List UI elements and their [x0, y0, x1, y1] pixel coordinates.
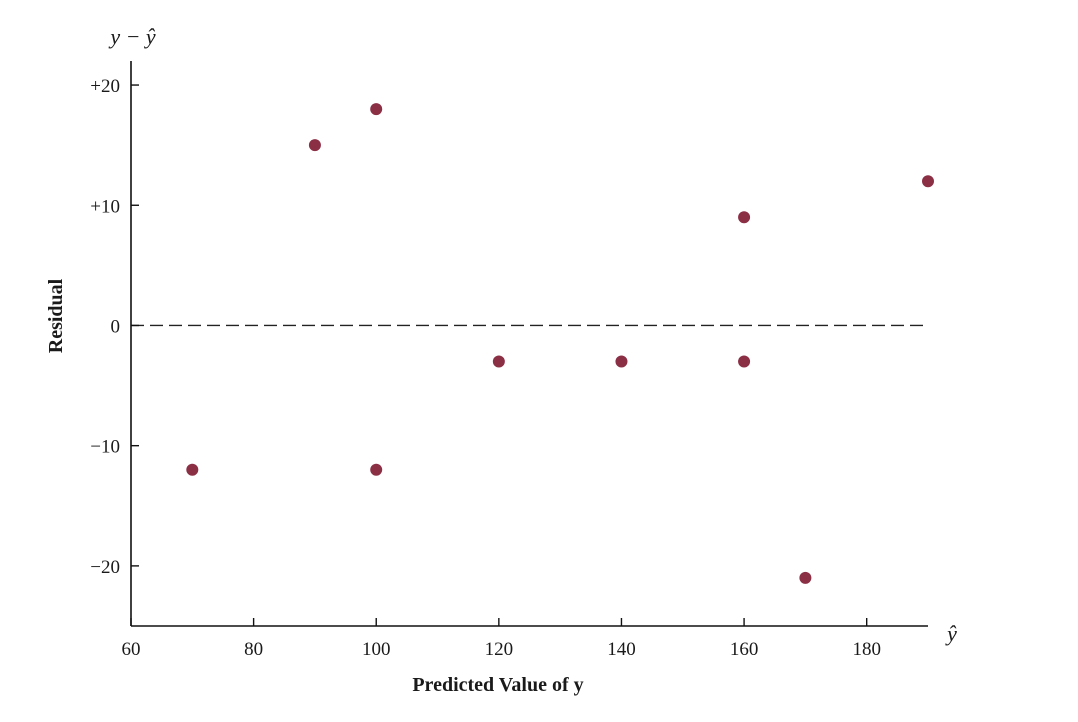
- data-points: [186, 103, 934, 584]
- data-point: [186, 463, 199, 476]
- y-axis-title: Residual: [45, 278, 67, 353]
- axes: [130, 61, 928, 627]
- data-point: [492, 355, 505, 368]
- x-tick-label: 100: [362, 639, 391, 660]
- y-tick-label: 0: [111, 316, 121, 337]
- x-axis-title: Predicted Value of y: [412, 674, 583, 696]
- x-tick-label: 120: [485, 639, 514, 660]
- y-tick-label: +10: [90, 196, 120, 217]
- y-ticks: +20 +10 0 −10 −20: [90, 76, 139, 578]
- y-axis-symbol: y − ŷ: [108, 24, 156, 49]
- data-point: [370, 103, 383, 116]
- x-ticks: 60 80 100 120 140 160 180: [122, 618, 881, 660]
- data-point: [738, 211, 751, 224]
- data-point: [615, 355, 628, 368]
- x-tick-label: 60: [122, 639, 141, 660]
- data-point: [922, 175, 934, 188]
- data-point: [738, 355, 751, 368]
- y-tick-label: +20: [90, 76, 120, 97]
- x-tick-label: 140: [607, 639, 636, 660]
- x-tick-label: 180: [852, 639, 881, 660]
- x-axis-symbol: ŷ: [945, 621, 957, 646]
- data-point: [370, 463, 383, 476]
- data-point: [799, 571, 812, 584]
- data-point: [308, 139, 321, 152]
- y-tick-label: −20: [90, 557, 120, 578]
- x-tick-label: 80: [244, 639, 263, 660]
- y-tick-label: −10: [90, 437, 120, 458]
- x-tick-label: 160: [730, 639, 759, 660]
